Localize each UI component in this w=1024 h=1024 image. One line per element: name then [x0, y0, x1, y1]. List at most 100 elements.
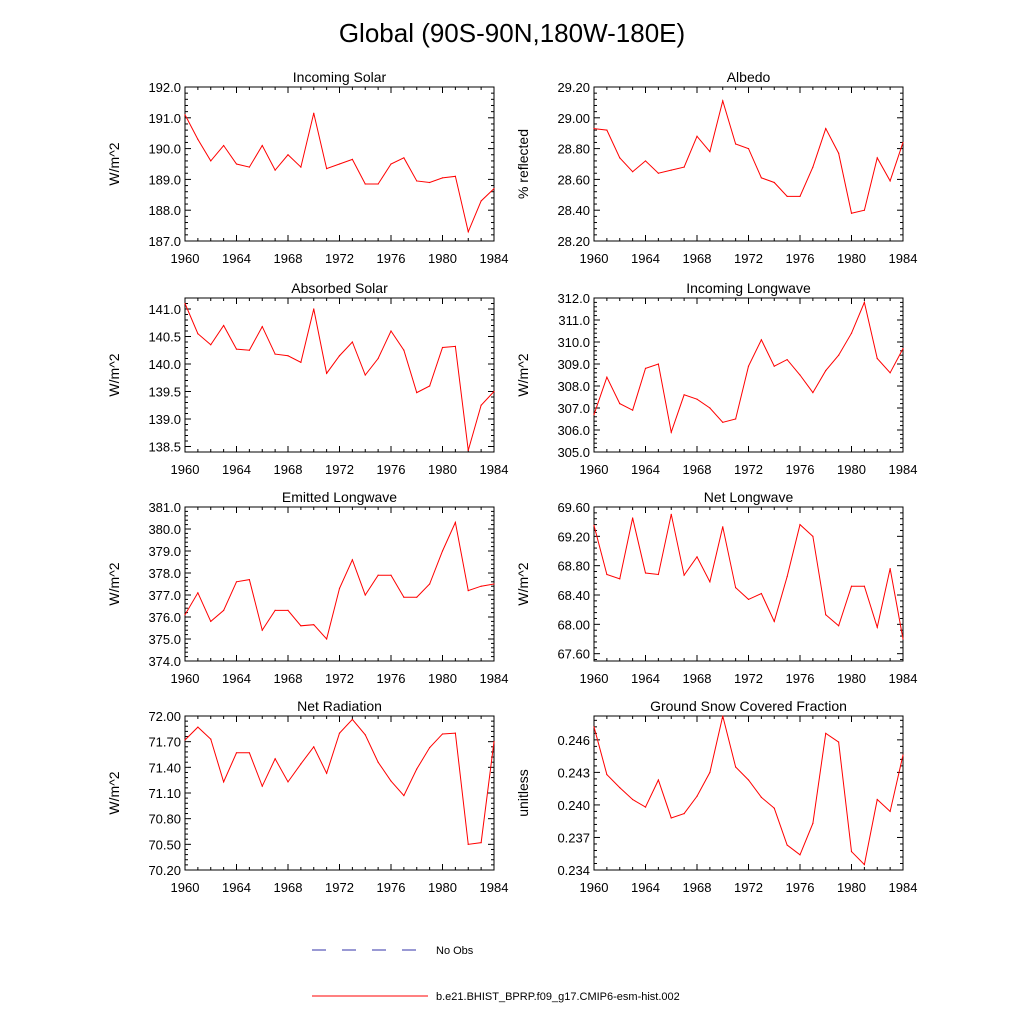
- panel-title: Absorbed Solar: [291, 280, 388, 296]
- data-point: [480, 200, 482, 202]
- data-point: [773, 181, 775, 184]
- y-axis-label: W/m^2: [515, 353, 531, 396]
- plot-frame: [184, 506, 495, 662]
- data-point: [902, 754, 904, 756]
- data-point: [429, 747, 431, 749]
- x-tick-label: 1980: [428, 671, 457, 686]
- y-tick-label: 28.40: [557, 203, 590, 218]
- x-tick-label: 1984: [889, 671, 918, 686]
- data-point: [760, 339, 762, 341]
- data-point: [248, 752, 250, 754]
- data-point: [825, 732, 827, 734]
- data-point: [416, 180, 418, 182]
- panel-title: Net Radiation: [297, 698, 382, 714]
- data-point: [248, 579, 250, 581]
- data-point: [657, 363, 659, 365]
- data-point: [274, 609, 276, 612]
- data-point: [454, 732, 456, 734]
- data-point: [799, 374, 801, 376]
- x-tick-label: 1976: [786, 671, 815, 686]
- data-point: [747, 148, 750, 150]
- data-point: [722, 715, 724, 717]
- data-point: [493, 583, 495, 585]
- y-tick-label: 375.0: [148, 632, 181, 647]
- x-tick-label: 1960: [171, 462, 200, 477]
- x-tick-label: 1976: [786, 462, 815, 477]
- y-tick-label: 28.60: [557, 172, 590, 187]
- plot-frame: [184, 297, 495, 453]
- data-point: [338, 163, 341, 165]
- data-point: [632, 517, 634, 519]
- data-point: [735, 766, 737, 768]
- y-tick-label: 0.243: [557, 765, 590, 780]
- y-tick-label: 380.0: [148, 522, 181, 537]
- data-point: [441, 550, 444, 552]
- data-point: [670, 817, 672, 819]
- data-point: [313, 746, 315, 748]
- x-tick-label: 1980: [837, 462, 866, 477]
- data-point: [683, 813, 685, 815]
- data-point: [326, 372, 328, 374]
- data-point: [850, 212, 853, 214]
- data-point: [889, 372, 891, 374]
- data-point: [390, 163, 392, 165]
- data-point: [313, 112, 315, 114]
- y-tick-label: 187.0: [148, 234, 181, 249]
- data-point: [786, 576, 788, 578]
- data-point: [838, 625, 840, 627]
- panel-6: Net Longwave W/m^2 1960 1964 1968 1972 1976 198…: [515, 489, 917, 686]
- x-tick-label: 1976: [377, 251, 406, 266]
- data-point: [274, 169, 276, 171]
- y-tick-label: 374.0: [148, 654, 181, 669]
- figure-title: Global (90S-90N,180W-180E): [339, 18, 685, 48]
- data-point: [696, 795, 698, 797]
- data-point: [902, 348, 904, 350]
- data-point: [889, 810, 891, 813]
- x-tick-label: 1980: [428, 251, 457, 266]
- y-axis-label: W/m^2: [106, 562, 122, 605]
- data-point: [416, 768, 418, 770]
- data-point: [735, 587, 737, 589]
- y-axis-label: % reflected: [515, 129, 531, 199]
- plot-frame: [593, 86, 904, 242]
- data-point: [184, 614, 186, 616]
- y-tick-label: 0.234: [557, 863, 590, 878]
- series-line-6: [593, 514, 904, 640]
- y-tick-label: 311.0: [558, 313, 590, 328]
- y-tick-label: 305.0: [557, 445, 590, 460]
- data-point: [235, 581, 238, 583]
- data-point: [351, 718, 353, 721]
- data-point: [467, 231, 469, 233]
- data-point: [223, 324, 225, 327]
- data-point: [696, 398, 698, 400]
- series-line-8: [593, 715, 904, 866]
- data-point: [606, 573, 608, 576]
- data-point: [850, 850, 853, 853]
- y-tick-label: 377.0: [148, 588, 181, 603]
- data-point: [454, 175, 456, 177]
- x-tick-label: 1972: [734, 462, 763, 477]
- y-tick-label: 139.0: [148, 412, 181, 427]
- data-point: [480, 404, 482, 406]
- x-tick-label: 1964: [631, 880, 660, 895]
- data-point: [902, 638, 904, 640]
- y-tick-label: 189.0: [148, 172, 181, 187]
- x-tick-label: 1964: [222, 462, 251, 477]
- data-point: [593, 414, 595, 416]
- data-point: [300, 625, 302, 627]
- data-point: [657, 573, 659, 576]
- panel-title: Ground Snow Covered Fraction: [650, 698, 847, 714]
- data-point: [261, 629, 263, 631]
- y-axis-label: W/m^2: [106, 353, 122, 396]
- data-point: [210, 160, 212, 162]
- x-tick-label: 1960: [580, 251, 609, 266]
- x-tick-label: 1984: [480, 880, 509, 895]
- data-point: [644, 806, 647, 808]
- data-point: [429, 385, 431, 387]
- legend: No Obs b.e21.BHIST_BPRP.f09_g17.CMIP6-es…: [312, 945, 680, 1003]
- data-point: [812, 166, 814, 168]
- x-tick-label: 1960: [171, 251, 200, 266]
- data-point: [300, 763, 302, 765]
- data-point: [235, 348, 238, 350]
- data-point: [235, 163, 238, 165]
